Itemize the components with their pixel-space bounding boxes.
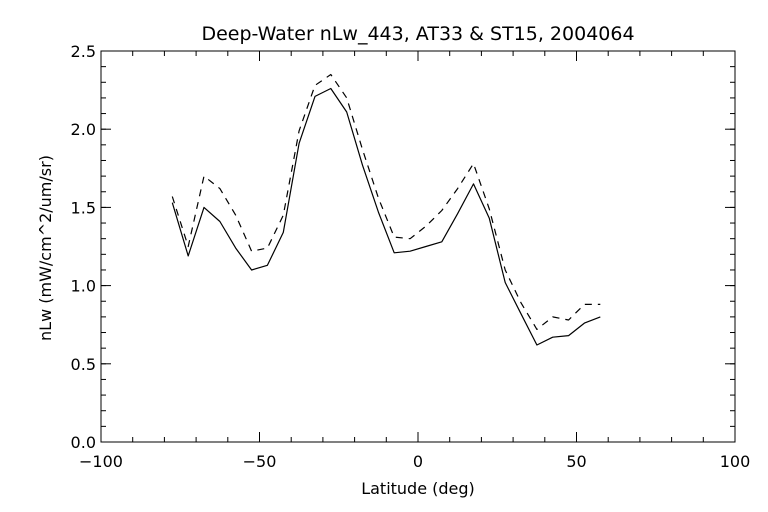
x-tick-label: 0 (413, 452, 423, 471)
axis-tick-labels: −100 −50 0 50 100 0.0 0.5 1.0 1.5 2.0 2.5 (71, 42, 751, 471)
y-tick-label: 2.0 (71, 120, 96, 139)
x-tick-label: 100 (720, 452, 751, 471)
y-tick-label: 0.5 (71, 355, 96, 374)
x-tick-label: −50 (243, 452, 277, 471)
series-layer (171, 73, 601, 346)
y-tick-label: 1.5 (71, 198, 96, 217)
y-tick-label: 1.0 (71, 277, 96, 296)
chart-title: Deep-Water nLw_443, AT33 & ST15, 2004064 (201, 23, 634, 45)
y-tick-label: 2.5 (71, 42, 96, 61)
x-tick-label: 50 (566, 452, 586, 471)
axis-ticks (100, 50, 736, 443)
y-axis-label: nLw (mW/cm^2/um/sr) (36, 155, 55, 341)
plot-frame (100, 50, 736, 443)
x-tick-label: −100 (79, 452, 123, 471)
series-line-solid (171, 87, 601, 346)
x-axis-label: Latitude (deg) (361, 479, 475, 498)
series-line-dashed (171, 73, 601, 330)
y-tick-label: 0.0 (71, 433, 96, 452)
